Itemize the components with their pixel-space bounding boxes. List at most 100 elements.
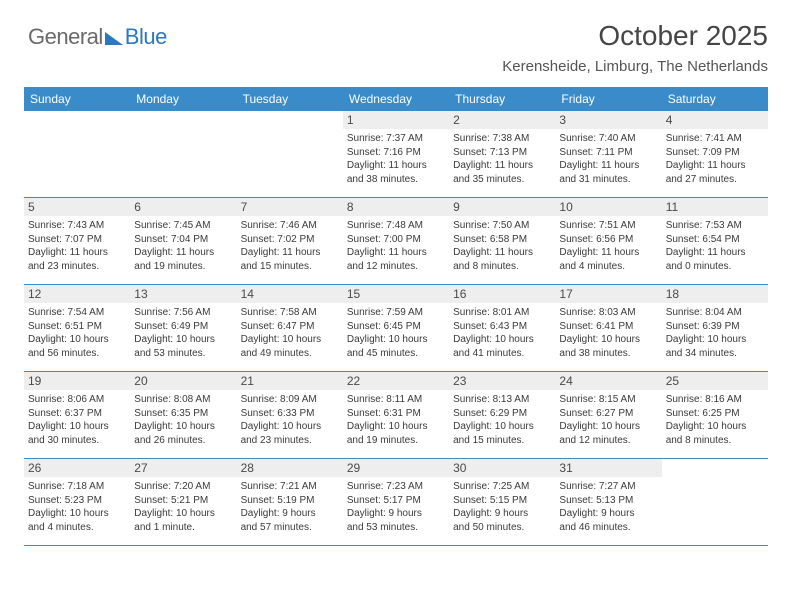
calendar-cell: 11 Sunrise: 7:53 AMSunset: 6:54 PMDayligh… xyxy=(662,198,768,284)
calendar-cell: 5 Sunrise: 7:43 AMSunset: 7:07 PMDaylight… xyxy=(24,198,130,284)
calendar-cell: 3 Sunrise: 7:40 AMSunset: 7:11 PMDaylight… xyxy=(555,111,661,197)
day-number: 14 xyxy=(237,285,343,303)
day-number: 3 xyxy=(555,111,661,129)
day-info: Sunrise: 7:40 AMSunset: 7:11 PMDaylight:… xyxy=(559,132,657,186)
day-number: 4 xyxy=(662,111,768,129)
day-number: 2 xyxy=(449,111,555,129)
day-number: 7 xyxy=(237,198,343,216)
calendar-row: 1Sunrise: 7:37 AMSunset: 7:16 PMDaylight… xyxy=(24,111,768,198)
calendar-cell: 15 Sunrise: 7:59 AMSunset: 6:45 PMDayligh… xyxy=(343,285,449,371)
weekday-label: Monday xyxy=(130,87,236,111)
calendar-cell: 20 Sunrise: 8:08 AMSunset: 6:35 PMDayligh… xyxy=(130,372,236,458)
weekday-label: Sunday xyxy=(24,87,130,111)
day-info: Sunrise: 8:04 AMSunset: 6:39 PMDaylight:… xyxy=(666,306,764,360)
day-info: Sunrise: 7:58 AMSunset: 6:47 PMDaylight:… xyxy=(241,306,339,360)
weekday-label: Tuesday xyxy=(237,87,343,111)
day-number: 15 xyxy=(343,285,449,303)
calendar-cell: 31Sunrise: 7:27 AMSunset: 5:13 PMDayligh… xyxy=(555,459,661,545)
calendar-row: 26 Sunrise: 7:18 AMSunset: 5:23 PMDayligh… xyxy=(24,459,768,546)
day-info: Sunrise: 7:41 AMSunset: 7:09 PMDaylight:… xyxy=(666,132,764,186)
day-info: Sunrise: 8:09 AMSunset: 6:33 PMDaylight:… xyxy=(241,393,339,447)
calendar-cell: 24Sunrise: 8:15 AMSunset: 6:27 PMDayligh… xyxy=(555,372,661,458)
calendar-cell: 30Sunrise: 7:25 AMSunset: 5:15 PMDayligh… xyxy=(449,459,555,545)
day-number: 11 xyxy=(662,198,768,216)
day-number: 20 xyxy=(130,372,236,390)
day-info: Sunrise: 8:15 AMSunset: 6:27 PMDaylight:… xyxy=(559,393,657,447)
calendar-cell: 7Sunrise: 7:46 AMSunset: 7:02 PMDaylight… xyxy=(237,198,343,284)
day-info: Sunrise: 7:59 AMSunset: 6:45 PMDaylight:… xyxy=(347,306,445,360)
calendar-cell: 19Sunrise: 8:06 AMSunset: 6:37 PMDayligh… xyxy=(24,372,130,458)
calendar-cell: 21 Sunrise: 8:09 AMSunset: 6:33 PMDayligh… xyxy=(237,372,343,458)
day-info: Sunrise: 7:50 AMSunset: 6:58 PMDaylight:… xyxy=(453,219,551,273)
calendar-cell: 17 Sunrise: 8:03 AMSunset: 6:41 PMDayligh… xyxy=(555,285,661,371)
day-number: 30 xyxy=(449,459,555,477)
day-info: Sunrise: 7:48 AMSunset: 7:00 PMDaylight:… xyxy=(347,219,445,273)
day-number: 29 xyxy=(343,459,449,477)
calendar-cell: 29 Sunrise: 7:23 AMSunset: 5:17 PMDayligh… xyxy=(343,459,449,545)
day-info: Sunrise: 7:38 AMSunset: 7:13 PMDaylight:… xyxy=(453,132,551,186)
day-number: 13 xyxy=(130,285,236,303)
day-number: 23 xyxy=(449,372,555,390)
day-number: 28 xyxy=(237,459,343,477)
day-number: 1 xyxy=(343,111,449,129)
day-number: 10 xyxy=(555,198,661,216)
calendar-cell: 10 Sunrise: 7:51 AMSunset: 6:56 PMDayligh… xyxy=(555,198,661,284)
calendar-cell: 18 Sunrise: 8:04 AMSunset: 6:39 PMDayligh… xyxy=(662,285,768,371)
calendar-cell: 16 Sunrise: 8:01 AMSunset: 6:43 PMDayligh… xyxy=(449,285,555,371)
day-info: Sunrise: 8:13 AMSunset: 6:29 PMDaylight:… xyxy=(453,393,551,447)
day-number: 17 xyxy=(555,285,661,303)
calendar-row: 5 Sunrise: 7:43 AMSunset: 7:07 PMDaylight… xyxy=(24,198,768,285)
calendar-cell: 22 Sunrise: 8:11 AMSunset: 6:31 PMDayligh… xyxy=(343,372,449,458)
calendar-cell: 14 Sunrise: 7:58 AMSunset: 6:47 PMDayligh… xyxy=(237,285,343,371)
day-number: 26 xyxy=(24,459,130,477)
day-number: 19 xyxy=(24,372,130,390)
day-info: Sunrise: 7:51 AMSunset: 6:56 PMDaylight:… xyxy=(559,219,657,273)
day-info: Sunrise: 7:45 AMSunset: 7:04 PMDaylight:… xyxy=(134,219,232,273)
calendar-cell: 13 Sunrise: 7:56 AMSunset: 6:49 PMDayligh… xyxy=(130,285,236,371)
day-info: Sunrise: 7:56 AMSunset: 6:49 PMDaylight:… xyxy=(134,306,232,360)
calendar-cell: 27Sunrise: 7:20 AMSunset: 5:21 PMDayligh… xyxy=(130,459,236,545)
day-info: Sunrise: 8:01 AMSunset: 6:43 PMDaylight:… xyxy=(453,306,551,360)
day-number: 5 xyxy=(24,198,130,216)
weekday-header: SundayMondayTuesdayWednesdayThursdayFrid… xyxy=(24,87,768,111)
day-info: Sunrise: 8:08 AMSunset: 6:35 PMDaylight:… xyxy=(134,393,232,447)
day-info: Sunrise: 7:53 AMSunset: 6:54 PMDaylight:… xyxy=(666,219,764,273)
logo-triangle-icon xyxy=(105,32,123,45)
calendar-cell xyxy=(662,459,768,545)
day-info: Sunrise: 7:43 AMSunset: 7:07 PMDaylight:… xyxy=(28,219,126,273)
day-info: Sunrise: 7:27 AMSunset: 5:13 PMDaylight:… xyxy=(559,480,657,534)
calendar-row: 19Sunrise: 8:06 AMSunset: 6:37 PMDayligh… xyxy=(24,372,768,459)
day-info: Sunrise: 8:11 AMSunset: 6:31 PMDaylight:… xyxy=(347,393,445,447)
calendar-cell: 1Sunrise: 7:37 AMSunset: 7:16 PMDaylight… xyxy=(343,111,449,197)
calendar-row: 12Sunrise: 7:54 AMSunset: 6:51 PMDayligh… xyxy=(24,285,768,372)
calendar-cell xyxy=(24,111,130,197)
day-number: 18 xyxy=(662,285,768,303)
day-info: Sunrise: 8:16 AMSunset: 6:25 PMDaylight:… xyxy=(666,393,764,447)
day-number: 16 xyxy=(449,285,555,303)
calendar-cell: 28 Sunrise: 7:21 AMSunset: 5:19 PMDayligh… xyxy=(237,459,343,545)
day-number: 9 xyxy=(449,198,555,216)
calendar-cell: 6Sunrise: 7:45 AMSunset: 7:04 PMDaylight… xyxy=(130,198,236,284)
calendar-cell: 4 Sunrise: 7:41 AMSunset: 7:09 PMDaylight… xyxy=(662,111,768,197)
logo: General Blue xyxy=(28,24,167,50)
weekday-label: Thursday xyxy=(449,87,555,111)
calendar-cell: 12Sunrise: 7:54 AMSunset: 6:51 PMDayligh… xyxy=(24,285,130,371)
day-number: 22 xyxy=(343,372,449,390)
calendar-cell: 23 Sunrise: 8:13 AMSunset: 6:29 PMDayligh… xyxy=(449,372,555,458)
day-number: 21 xyxy=(237,372,343,390)
day-number: 12 xyxy=(24,285,130,303)
weekday-label: Saturday xyxy=(662,87,768,111)
day-info: Sunrise: 7:21 AMSunset: 5:19 PMDaylight:… xyxy=(241,480,339,534)
day-info: Sunrise: 7:23 AMSunset: 5:17 PMDaylight:… xyxy=(347,480,445,534)
calendar-cell: 9 Sunrise: 7:50 AMSunset: 6:58 PMDaylight… xyxy=(449,198,555,284)
calendar-cell: 26 Sunrise: 7:18 AMSunset: 5:23 PMDayligh… xyxy=(24,459,130,545)
day-number: 27 xyxy=(130,459,236,477)
calendar-cell: 2 Sunrise: 7:38 AMSunset: 7:13 PMDaylight… xyxy=(449,111,555,197)
weekday-label: Friday xyxy=(555,87,661,111)
logo-text-1: General xyxy=(28,24,103,50)
day-info: Sunrise: 7:18 AMSunset: 5:23 PMDaylight:… xyxy=(28,480,126,534)
day-info: Sunrise: 8:03 AMSunset: 6:41 PMDaylight:… xyxy=(559,306,657,360)
logo-text-2: Blue xyxy=(125,24,167,50)
calendar-cell: 25Sunrise: 8:16 AMSunset: 6:25 PMDayligh… xyxy=(662,372,768,458)
day-number: 8 xyxy=(343,198,449,216)
